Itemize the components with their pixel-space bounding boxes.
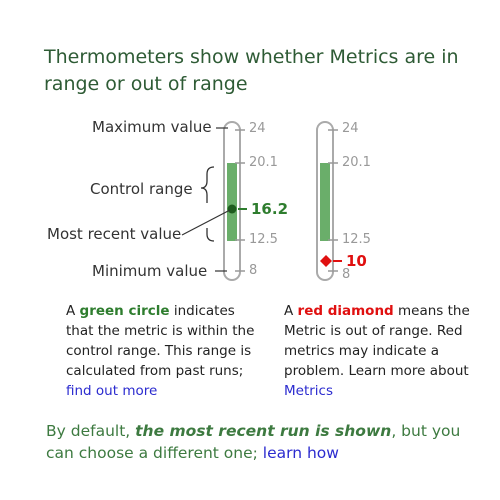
page-title: Thermometers show whether Metrics are in… <box>44 46 459 95</box>
left-max-tick-label: 24 <box>249 121 266 136</box>
footer-before: By default, <box>46 422 136 440</box>
control-range-brace-lower <box>206 228 215 242</box>
note-left-after: indicates that the metric is within the … <box>66 303 255 379</box>
note-left-before: A <box>66 303 80 319</box>
metrics-link[interactable]: Metrics <box>284 383 334 399</box>
red-diamond-note: A red diamond means the Metric is out of… <box>284 301 474 401</box>
right-min-tick-label: 8 <box>342 267 351 282</box>
recent-leader <box>181 209 231 236</box>
red-diamond-term: red diamond <box>297 303 394 319</box>
green-circle-marker <box>227 204 237 214</box>
right-current-value: 10 <box>346 252 367 270</box>
left-control-range-bar <box>227 163 237 241</box>
control-range-brace <box>200 166 215 203</box>
green-circle-term: green circle <box>79 303 170 319</box>
red-diamond-marker <box>320 255 332 267</box>
right-max-tick-label: 24 <box>342 121 359 136</box>
left-control-low-tick-label: 12.5 <box>249 232 278 247</box>
footer-after: , but you can choose a different one; <box>46 422 461 462</box>
footer-emphasis: the most recent run is shown <box>135 422 392 440</box>
note-right-before: A <box>284 303 298 319</box>
right-control-high-tick-label: 20.1 <box>342 155 371 170</box>
find-out-more-link[interactable]: find out more <box>66 383 158 399</box>
footer-note: By default, the most recent run is shown… <box>46 420 476 464</box>
control-range-label: Control range <box>90 180 193 198</box>
left-min-tick-label: 8 <box>249 263 258 278</box>
left-current-value: 16.2 <box>251 200 289 218</box>
left-control-high-tick-label: 20.1 <box>249 155 278 170</box>
minimum-value-label: Minimum value <box>92 262 208 280</box>
green-circle-note: A green circle indicates that the metric… <box>66 301 262 401</box>
maximum-value-label: Maximum value <box>92 118 212 136</box>
learn-how-link[interactable]: learn how <box>262 444 339 462</box>
most-recent-value-label: Most recent value <box>47 225 182 243</box>
note-right-after: means the Metric is out of range. Red me… <box>284 303 470 379</box>
right-control-low-tick-label: 12.5 <box>342 232 371 247</box>
right-control-range-bar <box>320 163 330 241</box>
